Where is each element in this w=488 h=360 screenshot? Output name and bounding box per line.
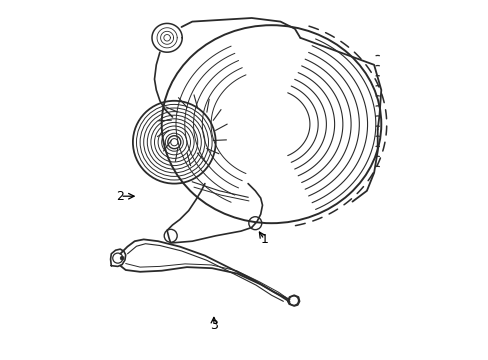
Text: 2: 2: [116, 190, 124, 203]
Text: 1: 1: [260, 233, 268, 246]
Circle shape: [120, 256, 123, 260]
Text: 3: 3: [209, 319, 217, 332]
